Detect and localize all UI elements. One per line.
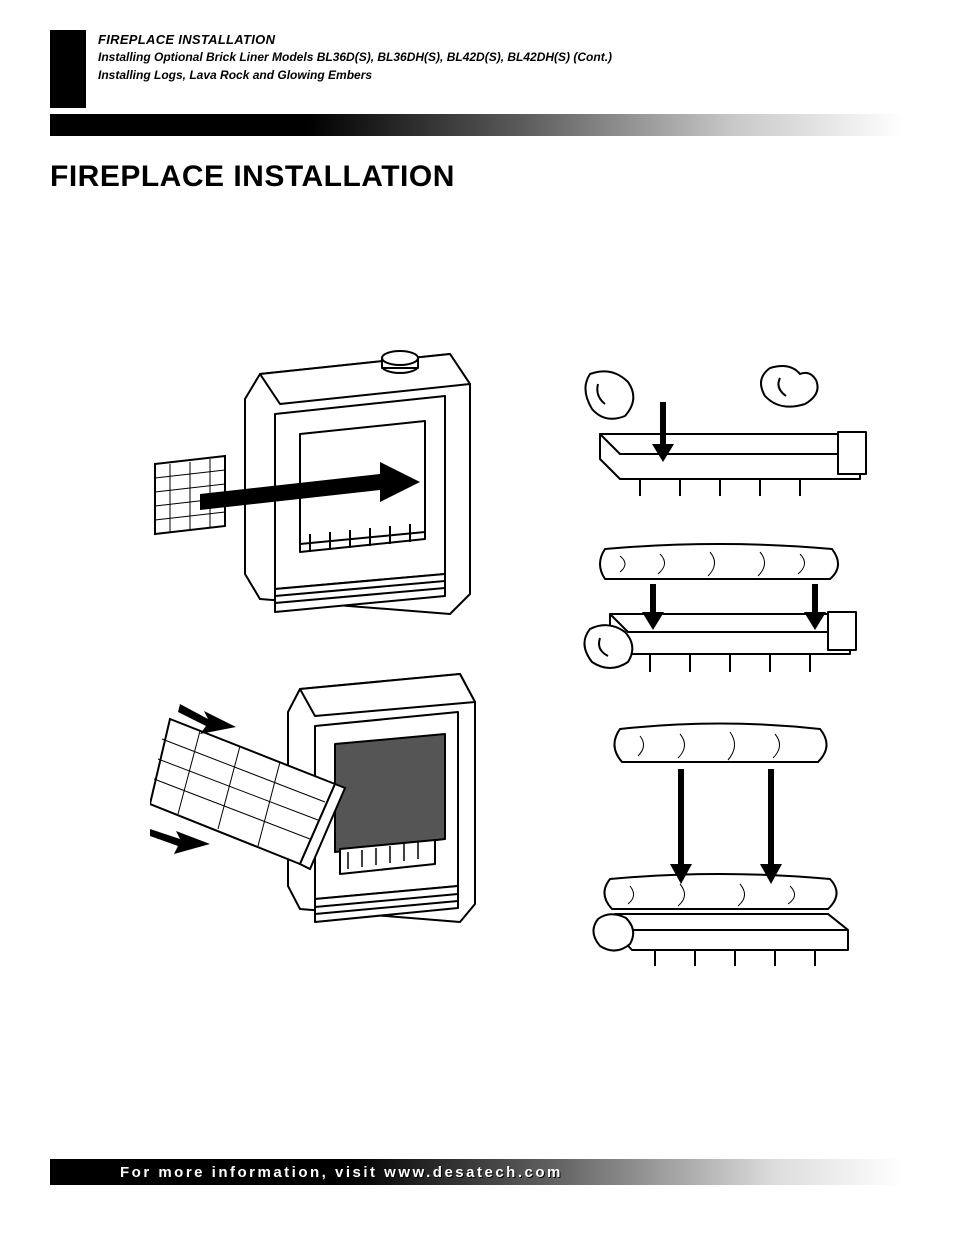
header-line1: Installing Optional Brick Liner Models B… [98,49,612,65]
log-step3-svg [570,714,870,974]
figure-log-step-2 [570,534,870,684]
header-black-square [50,30,86,108]
log-step1-svg [570,354,870,504]
footer-text: For more information, visit www.desatech… [120,1164,563,1181]
figure-log-step-1 [570,354,870,504]
firebox-liner-svg [150,344,480,634]
header-gradient-bar [50,114,904,136]
header-text-group: FIREPLACE INSTALLATION Installing Option… [98,30,612,83]
page-title: FIREPLACE INSTALLATION [50,160,904,194]
figure-firebox-liner-tilt [150,664,480,944]
log-step2-svg [570,534,870,684]
figures-area [50,344,904,1164]
figure-log-step-3 [570,714,870,974]
header-section-title: FIREPLACE INSTALLATION [98,32,612,47]
figure-firebox-liner-insert [150,344,480,634]
firebox-tilt-svg [150,664,480,944]
header-line2: Installing Logs, Lava Rock and Glowing E… [98,67,612,83]
footer-gradient-bar: For more information, visit www.desatech… [50,1159,904,1185]
header-block: FIREPLACE INSTALLATION Installing Option… [50,30,904,108]
